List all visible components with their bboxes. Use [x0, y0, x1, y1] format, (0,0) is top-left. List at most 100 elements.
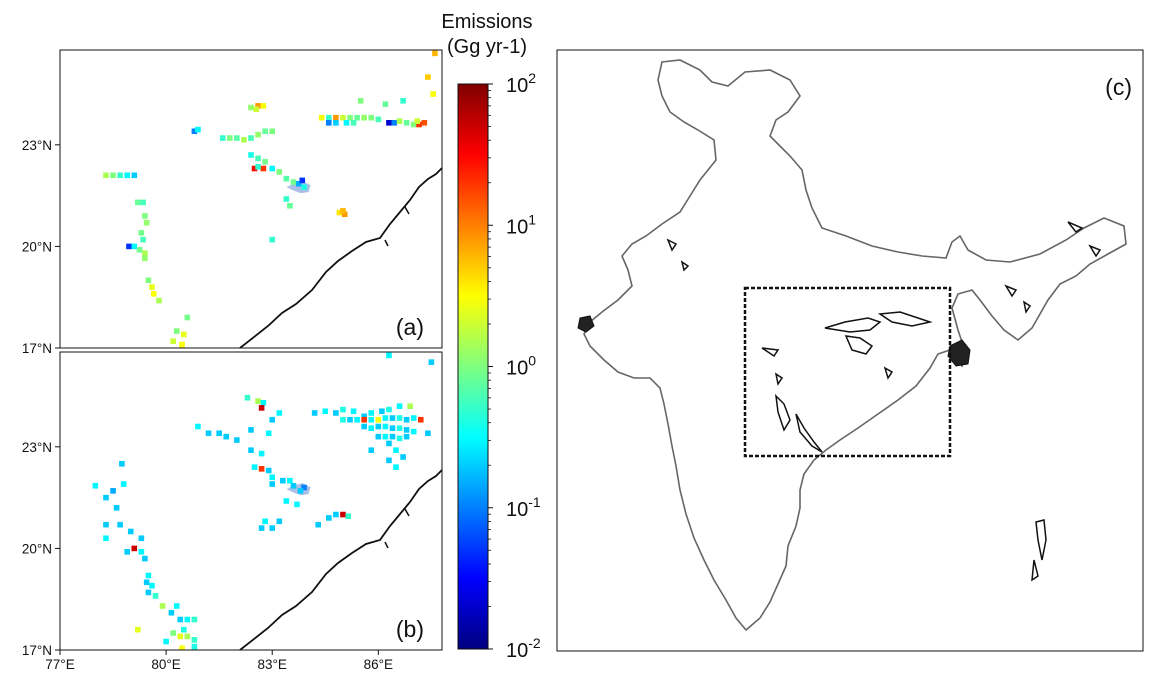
emission-cell [251, 464, 258, 470]
emission-cell [407, 403, 413, 409]
panel-b-lat-ticks: 23°N 20°N 17°N [22, 440, 60, 658]
emission-cell [311, 410, 318, 416]
emission-cell [103, 494, 109, 501]
emission-cell [368, 410, 375, 416]
lat-tick-label: 17°N [22, 643, 52, 658]
emission-cell [389, 425, 396, 431]
colorbar-tick: 102 [488, 70, 536, 97]
emission-cell [287, 477, 293, 484]
lon-tick-label: 77°E [45, 657, 74, 672]
emission-cell [269, 525, 276, 531]
emission-cell [184, 616, 191, 623]
panel-a-label: (a) [396, 314, 424, 340]
emission-cell [248, 427, 254, 433]
emission-cell [400, 454, 406, 460]
emission-cell [290, 482, 297, 489]
emission-cell [396, 425, 403, 431]
emission-cell [136, 246, 143, 253]
emission-cell [336, 209, 343, 216]
emission-cell [177, 616, 184, 623]
emission-cell [258, 405, 265, 411]
emission-cell [103, 521, 109, 528]
emission-cell [110, 488, 116, 494]
emission-cell [205, 430, 212, 437]
emission-cell [432, 50, 438, 57]
emission-cell [333, 410, 339, 416]
emission-cell [145, 589, 152, 596]
emission-cell [340, 416, 346, 423]
emission-cell [410, 428, 417, 435]
colorbar-tick: 101 [488, 211, 536, 238]
emission-cell [318, 114, 325, 121]
emission-cell [127, 528, 134, 535]
emission-cell [140, 236, 146, 243]
panel-b-label: (b) [396, 616, 424, 642]
study-area-box [743, 286, 952, 458]
emission-cell [110, 172, 116, 179]
emission-cell [173, 603, 180, 609]
lat-tick-label: 20°N [22, 541, 52, 556]
emission-cell [262, 128, 268, 135]
emission-cell [283, 196, 290, 202]
colorbar-tick: 10-2 [488, 635, 541, 662]
emission-cell [258, 525, 265, 531]
emission-cell [393, 464, 399, 470]
emission-cell [184, 633, 191, 640]
emission-cell [428, 359, 435, 365]
emission-cell [180, 331, 187, 338]
colorbar-tick: 10-1 [488, 494, 541, 521]
emission-cell [145, 572, 152, 579]
emission-cell [255, 131, 261, 138]
emission-cell [269, 416, 276, 423]
emission-cell [410, 415, 417, 421]
emission-cell [276, 169, 283, 175]
panel-b: (b) 23°N 20°N 17°N 77°E 80°E 83°E 86°E [22, 351, 443, 672]
emission-cell [382, 423, 389, 430]
emission-cell [301, 184, 307, 190]
emission-cell [416, 121, 422, 128]
emission-cell [143, 219, 150, 226]
emission-cell [124, 172, 131, 179]
colorbar-tick-label: 100 [506, 353, 536, 380]
emission-cell [244, 394, 251, 401]
colorbar-bar [457, 83, 489, 650]
emission-cell [382, 415, 389, 421]
emission-cell [119, 460, 125, 467]
emission-cell [135, 199, 141, 206]
emission-cell [396, 403, 403, 409]
emission-cell [393, 447, 399, 454]
emission-cell [145, 277, 152, 284]
lat-tick-label: 20°N [22, 239, 52, 254]
emission-cell [361, 423, 367, 430]
emission-cell [177, 633, 184, 640]
emission-cell [299, 177, 306, 184]
emission-cell [386, 406, 392, 413]
emission-cell [131, 545, 138, 552]
panel-c-label: (c) [1105, 74, 1132, 100]
emission-cell [234, 437, 240, 443]
colorbar-tick-label: 101 [506, 211, 536, 238]
emission-cell [120, 481, 127, 487]
emission-cell [195, 423, 201, 430]
emission-cell [354, 114, 360, 121]
emission-cell [382, 101, 389, 107]
emission-cell [343, 120, 350, 126]
emission-cell [403, 427, 410, 433]
emission-cell [138, 535, 145, 542]
panel-b-frame [59, 351, 443, 651]
emission-cell [297, 488, 304, 494]
emission-cell [150, 291, 157, 297]
panel-b-cells [92, 352, 435, 650]
panel-c-frame [556, 49, 1144, 652]
emission-cell [135, 626, 141, 633]
emission-cell [400, 97, 406, 104]
emission-cell [368, 425, 375, 431]
emission-cell [159, 603, 166, 609]
emission-cell [375, 423, 382, 430]
emission-cell [283, 498, 290, 504]
emission-cell [295, 180, 302, 187]
lon-tick-label: 83°E [258, 657, 287, 672]
emission-cell [191, 616, 198, 623]
lon-tick: 86°E [364, 650, 393, 672]
